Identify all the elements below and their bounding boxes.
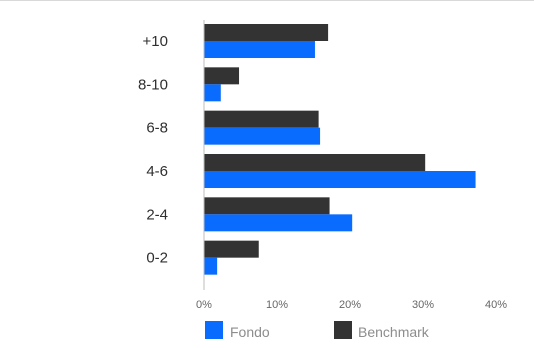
bar-fondo-0-2 — [204, 257, 218, 275]
legend-swatch-benchmark — [334, 321, 352, 339]
y-tick-label: 2-4 — [146, 206, 168, 223]
bar-benchmark-4-6 — [204, 154, 426, 171]
bars-layer — [204, 24, 476, 275]
x-tick-label: 40% — [485, 299, 507, 311]
bar-benchmark-0-2 — [204, 240, 259, 258]
legend: Fondo Benchmark — [205, 321, 430, 340]
y-tick-label: 0-2 — [146, 250, 168, 267]
y-tick-label: +10 — [143, 33, 168, 50]
x-tick-label: 0% — [196, 299, 212, 311]
legend-label-fondo: Fondo — [230, 324, 270, 340]
y-tick-label: 6-8 — [146, 120, 168, 137]
x-tick-label: 30% — [412, 299, 434, 311]
bar-fondo-6-8 — [204, 127, 321, 145]
bar-benchmark-6-8 — [204, 110, 319, 128]
legend-label-benchmark: Benchmark — [358, 324, 430, 340]
x-tick-labels: 0% 10% 20% 30% 40% — [196, 299, 507, 311]
y-tick-label: 4-6 — [146, 163, 168, 180]
y-tick-labels: +10 8-10 6-8 4-6 2-4 0-2 — [138, 33, 168, 267]
x-tick-label: 20% — [339, 299, 361, 311]
bar-benchmark-+10 — [204, 24, 329, 41]
bar-fondo-2-4 — [204, 214, 353, 232]
bar-benchmark-8-10 — [204, 67, 240, 85]
top-rule — [0, 0, 534, 1]
bar-fondo-+10 — [204, 41, 315, 58]
x-tick-label: 10% — [266, 299, 288, 311]
y-tick-label: 8-10 — [138, 76, 168, 93]
bar-benchmark-2-4 — [204, 197, 330, 215]
bar-fondo-8-10 — [204, 84, 221, 102]
legend-swatch-fondo — [205, 321, 223, 339]
bar-fondo-4-6 — [204, 171, 476, 188]
